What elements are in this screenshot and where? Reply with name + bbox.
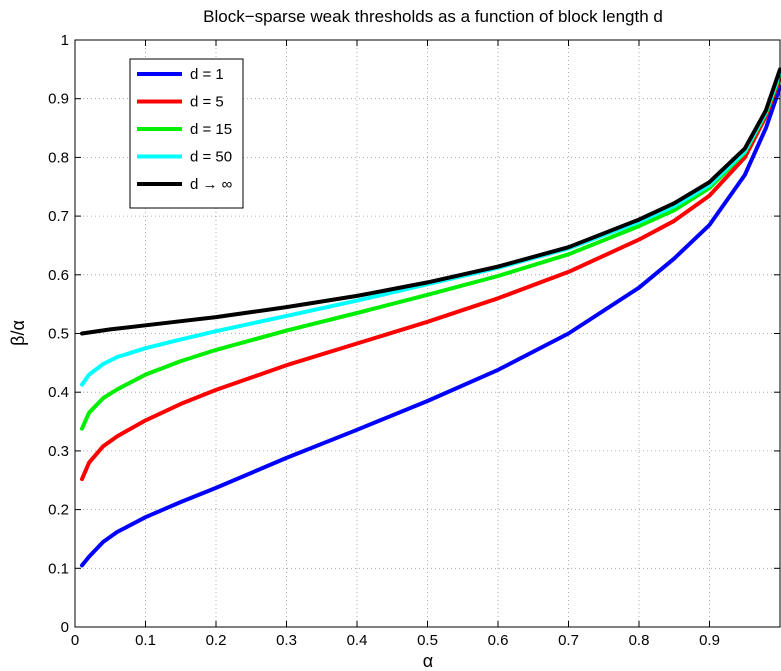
x-tick-label: 0.3: [276, 632, 297, 649]
series-line: [80, 70, 781, 387]
y-tick-label: 0.9: [48, 91, 69, 108]
y-tick-label: 0.4: [48, 384, 69, 401]
x-tick-label: 0.5: [417, 632, 438, 649]
legend: d = 1 d = 5 d = 15 d = 50 d → ∞: [129, 58, 244, 209]
y-tick-label: 0.8: [48, 149, 69, 166]
x-tick-label: 0.1: [135, 632, 156, 649]
y-axis-label: β/α: [8, 320, 28, 346]
x-tick-label: 0.4: [347, 632, 368, 649]
legend-label: d = 15: [190, 121, 232, 138]
legend-label: d = 50: [190, 149, 232, 166]
y-tick-label: 0.6: [48, 267, 69, 284]
series-line: [80, 67, 781, 336]
y-tick-label: 0.7: [48, 208, 69, 225]
x-tick-label: 0.2: [206, 632, 227, 649]
legend-label: d = 1: [190, 66, 224, 83]
y-tick-label: 0: [61, 619, 69, 636]
y-tick-label: 0.3: [48, 443, 69, 460]
series-line: [80, 76, 781, 482]
chart-title: Block−sparse weak thresholds as a functi…: [203, 7, 663, 26]
y-tick-label: 1: [61, 32, 69, 49]
y-tick-label: 0.5: [48, 326, 69, 343]
grid: [75, 40, 780, 627]
x-tick-label: 0.7: [558, 632, 579, 649]
y-tick-label: 0.2: [48, 502, 69, 519]
x-tick-label: 0.6: [488, 632, 509, 649]
x-tick-label: 0.8: [629, 632, 650, 649]
legend-label: d → ∞: [190, 176, 233, 193]
series-line: [80, 85, 781, 568]
x-tick-label: 0: [71, 632, 79, 649]
x-axis-label: α: [423, 651, 433, 671]
y-tick-label: 0.1: [48, 560, 69, 577]
axis-ticks: 0 0.1 0.2 0.3 0.4 0.5 0.6 0.7 0.8 0.9 0 0.1 0.2 0.3 0.…: [48, 32, 780, 649]
legend-label: d = 5: [190, 94, 224, 111]
series-group: [80, 67, 781, 568]
x-tick-label: 0.9: [699, 632, 720, 649]
